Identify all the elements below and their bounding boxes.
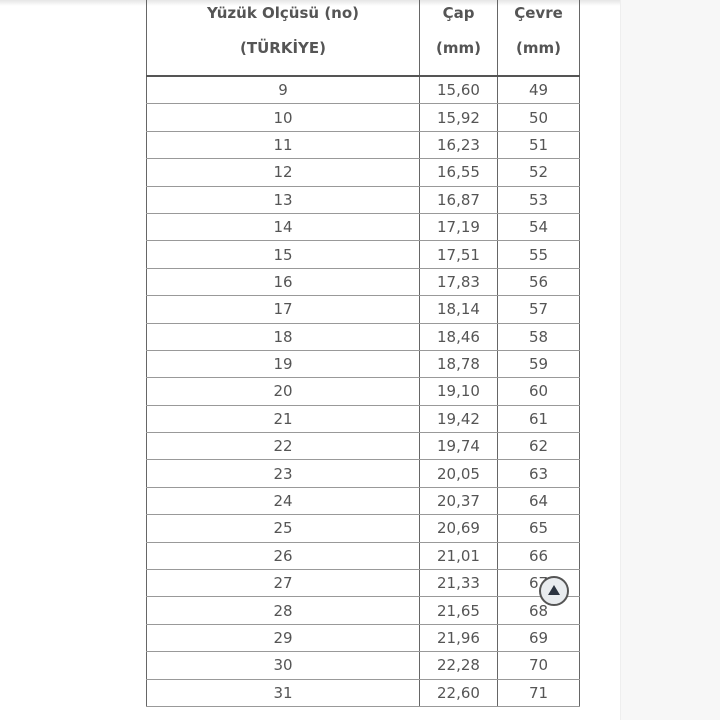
diameter-cell: 16,55 bbox=[419, 158, 498, 187]
header-circumference: Çevre (mm) bbox=[497, 0, 580, 77]
diameter-cell: 18,46 bbox=[419, 322, 498, 351]
diameter-cell: 19,74 bbox=[419, 432, 498, 461]
size-cell: 18 bbox=[146, 322, 420, 351]
diameter-cell: 19,10 bbox=[419, 377, 498, 406]
size-cell: 23 bbox=[146, 459, 420, 488]
circumference-cell: 49 bbox=[497, 75, 580, 105]
table-row: 14 17,19 54 bbox=[146, 212, 580, 242]
table-row: 26 21,01 66 bbox=[146, 541, 580, 571]
size-cell: 26 bbox=[146, 541, 420, 571]
size-cell: 16 bbox=[146, 267, 420, 297]
circumference-cell: 60 bbox=[497, 377, 580, 406]
page-margin bbox=[620, 0, 720, 720]
diameter-cell: 20,69 bbox=[419, 514, 498, 543]
diameter-cell: 17,19 bbox=[419, 212, 498, 242]
circumference-cell: 70 bbox=[497, 651, 580, 680]
diameter-cell: 17,83 bbox=[419, 267, 498, 297]
table-row: 12 16,55 52 bbox=[146, 158, 580, 187]
table-row: 31 22,60 71 bbox=[146, 678, 580, 707]
circumference-cell: 55 bbox=[497, 240, 580, 269]
table-row: 10 15,92 50 bbox=[146, 103, 580, 132]
ring-size-table: Yüzük Olçüsü (no) (TÜRKİYE) Çap (mm) Çevre… bbox=[146, 0, 580, 707]
diameter-cell: 21,01 bbox=[419, 541, 498, 571]
size-cell: 17 bbox=[146, 295, 420, 324]
circumference-cell: 52 bbox=[497, 158, 580, 187]
size-cell: 9 bbox=[146, 75, 420, 105]
diameter-cell: 21,65 bbox=[419, 596, 498, 625]
table-row: 30 22,28 70 bbox=[146, 651, 580, 680]
circumference-cell: 63 bbox=[497, 459, 580, 488]
table-row: 20 19,10 60 bbox=[146, 377, 580, 406]
table-row: 29 21,96 69 bbox=[146, 623, 580, 653]
circumference-cell: 68 bbox=[497, 596, 580, 625]
table-row: 9 15,60 49 bbox=[146, 75, 580, 105]
size-cell: 14 bbox=[146, 212, 420, 242]
circumference-cell: 51 bbox=[497, 130, 580, 160]
circumference-cell: 50 bbox=[497, 103, 580, 132]
header-size: Yüzük Olçüsü (no) (TÜRKİYE) bbox=[146, 0, 420, 77]
table-header-row: Yüzük Olçüsü (no) (TÜRKİYE) Çap (mm) Çevre… bbox=[146, 0, 580, 77]
circumference-cell: 62 bbox=[497, 432, 580, 461]
circumference-cell: 65 bbox=[497, 514, 580, 543]
table-row: 24 20,37 64 bbox=[146, 486, 580, 516]
table-row: 25 20,69 65 bbox=[146, 514, 580, 543]
size-cell: 10 bbox=[146, 103, 420, 132]
circumference-cell: 58 bbox=[497, 322, 580, 351]
table-row: 11 16,23 51 bbox=[146, 130, 580, 160]
circumference-cell: 66 bbox=[497, 541, 580, 571]
diameter-cell: 19,42 bbox=[419, 404, 498, 434]
size-cell: 12 bbox=[146, 158, 420, 187]
circumference-cell: 57 bbox=[497, 295, 580, 324]
size-cell: 15 bbox=[146, 240, 420, 269]
table-row: 19 18,78 59 bbox=[146, 349, 580, 379]
table-row: 15 17,51 55 bbox=[146, 240, 580, 269]
diameter-cell: 22,28 bbox=[419, 651, 498, 680]
diameter-cell: 18,14 bbox=[419, 295, 498, 324]
circumference-cell: 56 bbox=[497, 267, 580, 297]
size-cell: 25 bbox=[146, 514, 420, 543]
size-cell: 22 bbox=[146, 432, 420, 461]
diameter-cell: 21,33 bbox=[419, 569, 498, 598]
size-cell: 27 bbox=[146, 569, 420, 598]
circumference-cell: 69 bbox=[497, 623, 580, 653]
diameter-cell: 18,78 bbox=[419, 349, 498, 379]
circumference-cell: 71 bbox=[497, 678, 580, 707]
size-cell: 21 bbox=[146, 404, 420, 434]
size-cell: 30 bbox=[146, 651, 420, 680]
table-row: 22 19,74 62 bbox=[146, 432, 580, 461]
size-cell: 28 bbox=[146, 596, 420, 625]
diameter-cell: 15,60 bbox=[419, 75, 498, 105]
table-row: 17 18,14 57 bbox=[146, 295, 580, 324]
circumference-cell: 61 bbox=[497, 404, 580, 434]
table-row: 16 17,83 56 bbox=[146, 267, 580, 297]
table-row: 28 21,65 68 bbox=[146, 596, 580, 625]
size-cell: 13 bbox=[146, 185, 420, 214]
size-cell: 29 bbox=[146, 623, 420, 653]
diameter-cell: 20,05 bbox=[419, 459, 498, 488]
header-diameter: Çap (mm) bbox=[419, 0, 498, 77]
table-row: 27 21,33 67 bbox=[146, 569, 580, 598]
size-cell: 20 bbox=[146, 377, 420, 406]
diameter-cell: 16,23 bbox=[419, 130, 498, 160]
table-row: 13 16,87 53 bbox=[146, 185, 580, 214]
circumference-cell: 59 bbox=[497, 349, 580, 379]
circumference-cell: 64 bbox=[497, 486, 580, 516]
size-cell: 31 bbox=[146, 678, 420, 707]
triangle-up-icon bbox=[548, 585, 560, 595]
diameter-cell: 22,60 bbox=[419, 678, 498, 707]
diameter-cell: 16,87 bbox=[419, 185, 498, 214]
diameter-cell: 17,51 bbox=[419, 240, 498, 269]
table-row: 23 20,05 63 bbox=[146, 459, 580, 488]
size-cell: 11 bbox=[146, 130, 420, 160]
diameter-cell: 15,92 bbox=[419, 103, 498, 132]
size-cell: 19 bbox=[146, 349, 420, 379]
scroll-to-top-button[interactable] bbox=[539, 576, 569, 606]
diameter-cell: 21,96 bbox=[419, 623, 498, 653]
diameter-cell: 20,37 bbox=[419, 486, 498, 516]
circumference-cell: 54 bbox=[497, 212, 580, 242]
table-row: 18 18,46 58 bbox=[146, 322, 580, 351]
circumference-cell: 53 bbox=[497, 185, 580, 214]
table-row: 21 19,42 61 bbox=[146, 404, 580, 434]
size-cell: 24 bbox=[146, 486, 420, 516]
